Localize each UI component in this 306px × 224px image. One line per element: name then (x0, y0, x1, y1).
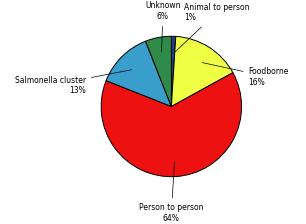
Text: Salmonella cluster
13%: Salmonella cluster 13% (15, 70, 131, 95)
Wedge shape (106, 41, 171, 106)
Wedge shape (171, 36, 176, 106)
Text: Foodborne
16%: Foodborne 16% (202, 63, 289, 87)
Text: Unknown
6%: Unknown 6% (145, 1, 181, 52)
Text: Person to person
64%: Person to person 64% (139, 162, 203, 223)
Wedge shape (146, 36, 171, 106)
Text: Animal to person
1%: Animal to person 1% (175, 3, 249, 52)
Wedge shape (101, 73, 241, 177)
Wedge shape (171, 37, 233, 106)
